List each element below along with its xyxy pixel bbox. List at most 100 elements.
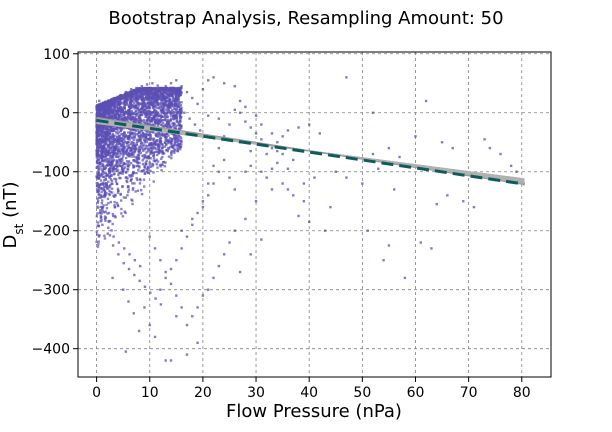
data-point <box>144 103 148 106</box>
data-point <box>140 192 144 196</box>
data-point <box>118 155 121 158</box>
data-point <box>107 99 110 103</box>
data-point <box>129 119 133 122</box>
data-point <box>106 232 109 235</box>
data-point <box>173 110 176 114</box>
data-point <box>149 92 152 95</box>
data-point <box>108 132 111 136</box>
data-point <box>329 205 332 209</box>
data-point <box>164 149 168 152</box>
data-point <box>179 135 182 139</box>
data-point <box>144 113 147 116</box>
data-point <box>116 155 120 159</box>
x-tick-label: 70 <box>460 385 478 401</box>
data-point <box>156 142 160 146</box>
data-point <box>131 115 135 119</box>
data-point <box>129 111 132 114</box>
data-point <box>150 92 154 95</box>
data-point <box>212 182 215 185</box>
fit-line <box>96 118 525 186</box>
data-point <box>403 276 407 280</box>
data-point <box>119 136 123 140</box>
data-point <box>96 166 99 169</box>
data-point <box>148 143 152 147</box>
data-point <box>155 95 158 98</box>
data-point <box>122 142 126 145</box>
data-point <box>175 94 179 97</box>
data-point <box>114 114 118 117</box>
data-point <box>169 359 173 362</box>
data-point <box>124 150 128 154</box>
data-point <box>101 108 105 112</box>
data-point <box>136 159 139 162</box>
data-point <box>207 288 210 291</box>
data-point <box>100 216 103 219</box>
data-point <box>160 123 163 127</box>
data-point <box>159 165 162 168</box>
x-tick-label: 0 <box>92 385 101 401</box>
data-point <box>124 102 127 105</box>
data-point <box>121 148 124 152</box>
data-point <box>132 128 136 132</box>
data-point <box>121 288 125 291</box>
data-point <box>176 110 179 114</box>
data-point <box>134 106 137 110</box>
data-point <box>99 123 102 126</box>
data-point <box>129 149 132 152</box>
data-point <box>156 166 159 169</box>
data-point <box>138 94 142 97</box>
data-point <box>238 111 242 114</box>
data-point <box>114 148 118 151</box>
data-point <box>138 166 141 169</box>
data-point <box>116 109 120 113</box>
data-point <box>150 94 153 98</box>
data-point <box>143 306 146 309</box>
data-point <box>160 132 164 136</box>
data-point <box>114 194 117 197</box>
data-point <box>130 96 133 99</box>
data-point <box>113 134 116 137</box>
data-point <box>133 91 137 94</box>
data-point <box>104 125 107 128</box>
data-point <box>488 146 492 150</box>
data-point <box>183 111 186 114</box>
data-point <box>119 199 123 202</box>
data-point <box>137 120 141 124</box>
data-point <box>154 120 158 123</box>
data-point <box>97 225 101 228</box>
data-point <box>110 229 113 232</box>
data-point <box>115 131 118 134</box>
y-axis-label-units: (nT) <box>0 181 21 223</box>
data-point <box>120 161 123 164</box>
data-point <box>126 168 130 171</box>
data-point <box>179 117 182 121</box>
data-point <box>110 128 113 131</box>
data-point <box>161 125 164 128</box>
data-point <box>137 139 141 143</box>
data-point <box>123 210 126 213</box>
data-point <box>106 151 109 154</box>
data-point <box>110 137 113 140</box>
y-axis-label: Dst (nT) <box>0 181 26 248</box>
data-point <box>116 112 119 116</box>
data-point <box>180 139 183 143</box>
data-point <box>121 157 124 160</box>
data-point <box>124 92 127 95</box>
data-point <box>148 163 151 166</box>
data-point <box>110 162 114 166</box>
data-point <box>217 170 221 173</box>
data-point <box>103 131 106 134</box>
data-point <box>131 186 135 190</box>
data-point <box>100 137 104 141</box>
data-point <box>106 112 110 115</box>
data-point <box>162 101 165 104</box>
data-point <box>122 153 125 156</box>
data-point <box>101 153 104 156</box>
data-point <box>161 163 164 167</box>
data-point <box>155 132 158 135</box>
data-point <box>97 168 100 171</box>
data-point <box>196 306 199 309</box>
data-point <box>157 112 160 116</box>
data-point <box>135 100 138 103</box>
data-point <box>152 171 155 174</box>
